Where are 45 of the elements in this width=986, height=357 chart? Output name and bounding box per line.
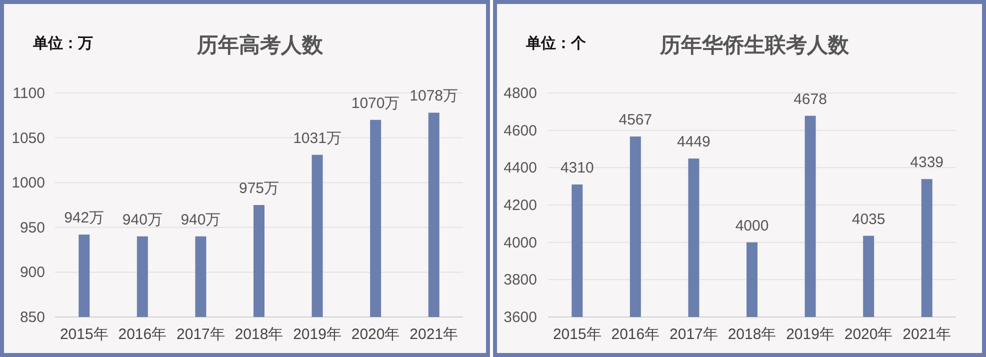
x-tick-label: 2015年 [552, 326, 602, 343]
data-label: 4678 [794, 90, 827, 108]
x-tick-label: 2019年 [293, 326, 342, 343]
y-tick-label: 900 [20, 264, 45, 282]
x-tick-label: 2019年 [786, 326, 834, 343]
text: 1078万 [410, 88, 458, 105]
x-tick-label: 2017年 [176, 326, 225, 343]
data-label: 4449 [677, 134, 710, 151]
x-tick-label: 2020年 [351, 326, 400, 343]
text: 975万 [238, 180, 280, 197]
x-tick-label: 2016年 [611, 326, 660, 343]
x-tick-label: 2021年 [902, 326, 952, 343]
y-tick-label: 4400 [504, 160, 537, 177]
data-label: 4567 [618, 111, 652, 128]
x-tick-label: 2016年 [118, 326, 167, 343]
text: 1070万 [351, 94, 400, 112]
data-label: 4339 [910, 154, 944, 172]
text: 1031万 [293, 130, 342, 147]
x-tick-label: 2021年 [410, 326, 458, 343]
x-tick-label: 2018年 [728, 326, 776, 343]
y-tick-label: 1000 [12, 174, 45, 192]
chart-title: 历年华侨生联考人数 [659, 34, 850, 57]
x-tick-label: 2017年 [670, 326, 718, 343]
text: 单位：万 [32, 35, 93, 52]
text: 940万 [180, 211, 221, 228]
x-tick-label: 2018年 [234, 326, 284, 343]
text: 单位：个 [525, 35, 587, 52]
data-label: 4000 [735, 217, 769, 234]
y-tick-label: 1100 [12, 85, 45, 102]
y-tick-label: 4200 [504, 197, 537, 214]
y-tick-label: 3600 [504, 309, 537, 326]
text: 940万 [122, 211, 162, 228]
y-tick-label: 3800 [504, 272, 537, 289]
data-label: 4310 [560, 159, 594, 176]
x-tick-label: 2020年 [844, 326, 893, 343]
y-tick-label: 4800 [504, 85, 537, 102]
chart-title: 历年高考人数 [196, 33, 324, 57]
y-tick-label: 850 [20, 309, 45, 326]
y-tick-label: 1050 [12, 130, 45, 147]
y-tick-label: 4600 [504, 122, 537, 140]
y-tick-label: 4000 [504, 234, 537, 252]
y-tick-label: 950 [20, 219, 45, 236]
x-tick-label: 2015年 [60, 326, 108, 343]
data-label: 4035 [852, 210, 886, 228]
text: 942万 [64, 210, 104, 227]
